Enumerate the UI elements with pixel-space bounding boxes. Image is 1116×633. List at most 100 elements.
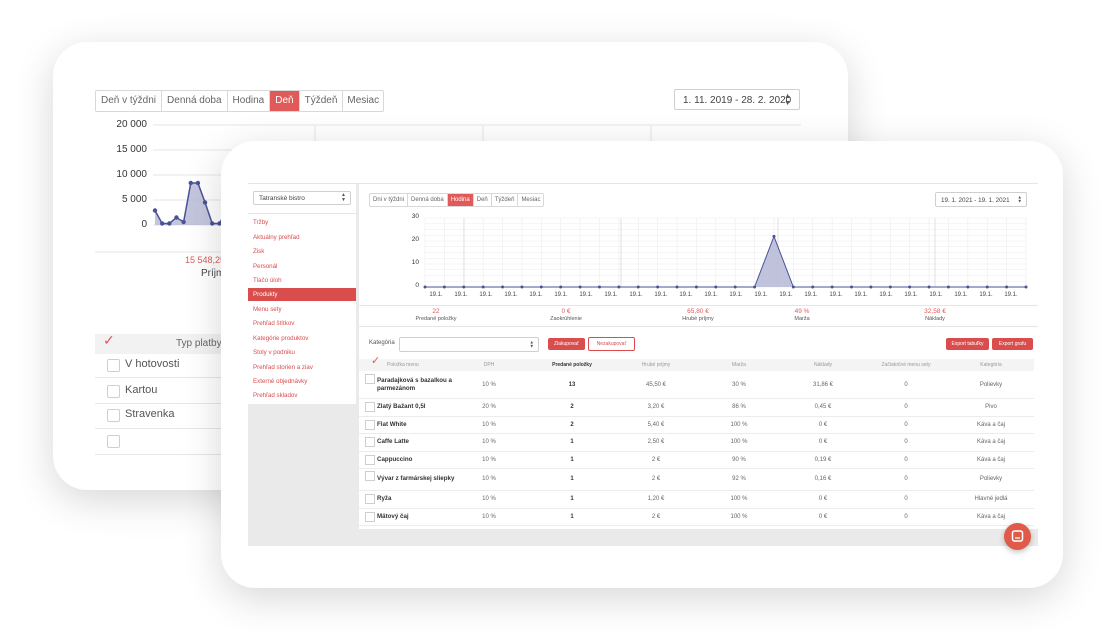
table-header: DPH (483, 362, 495, 368)
row-checkbox[interactable] (365, 402, 375, 412)
row-checkbox[interactable] (365, 419, 375, 430)
table-cell: 2 (570, 421, 574, 428)
table-cell: 10 % (482, 513, 496, 520)
data-point (850, 285, 854, 289)
back-payment-checkbox[interactable] (107, 385, 120, 398)
table-cell: 0 (904, 456, 908, 463)
table-cell: 0 (904, 496, 908, 502)
table-header[interactable]: Hrubé príjmy (641, 362, 671, 368)
seg-month[interactable]: Mesiac (521, 197, 541, 203)
stat-value: 32,58 € (924, 308, 946, 315)
chat-icon (1011, 530, 1024, 542)
table-row[interactable]: Cappuccino 10 % 1 2 € 90 % 0,19 € 0 Káva a čaj (359, 451, 1034, 469)
back-date-range-select[interactable]: 1. 11. 2019 - 28. 2. 2020 ▲ ▼ (674, 89, 800, 110)
table-header[interactable]: Marža (732, 362, 746, 368)
table-row[interactable]: Mätový čaj 10 % 1 2 € 100 % 0 € 0 Káva a čaj (359, 508, 1034, 526)
sidebar-item-menu-sety[interactable]: Menu sety (253, 306, 282, 313)
x-tick-label: 19.1. (804, 292, 818, 298)
table-row[interactable]: Vývar z farmárskej sliepky 10 % 1 2 € 92 % 0,… (359, 468, 1034, 491)
table-row[interactable]: Zlatý Bažant 0,5l 20 % 2 3,20 € 86 % 0,45 € 0 P… (359, 398, 1034, 417)
row-checkbox[interactable] (365, 437, 375, 447)
sidebar-item-externe[interactable]: Externé objednávky (253, 378, 308, 385)
chat-button[interactable] (1004, 523, 1031, 550)
data-point (946, 285, 950, 289)
back-data-point (188, 180, 193, 186)
back-payment-checkbox[interactable] (107, 359, 120, 372)
x-tick-label: 19.1. (904, 292, 918, 298)
data-point (617, 285, 621, 289)
divider (248, 213, 356, 214)
export-chart-button[interactable]: Export grafu (992, 338, 1033, 350)
check-icon[interactable]: ✓ (371, 355, 381, 367)
sidebar-item-kategorie[interactable]: Kategórie produktov (253, 335, 309, 342)
table-cell: 10 % (482, 476, 496, 482)
row-checkbox[interactable] (365, 454, 375, 465)
data-point (1005, 285, 1009, 289)
back-data-point (202, 200, 208, 205)
table-cell: 0 (904, 404, 908, 410)
x-tick-label: 19.1. (654, 292, 668, 298)
table-cell: 100 % (730, 439, 748, 445)
sidebar-item-personal[interactable]: Personál (253, 263, 278, 270)
x-tick-label: 19.1. (779, 292, 793, 298)
back-seg-daytime[interactable]: Denná doba (162, 91, 228, 111)
table-row[interactable]: Caffe Latte 10 % 1 2,50 € 100 % 0 € 0 Káva a ča… (359, 433, 1034, 452)
divider (359, 326, 1038, 327)
back-seg-hour[interactable]: Hodina (228, 91, 271, 111)
data-point (442, 285, 446, 289)
x-tick-label: 19.1. (954, 292, 968, 298)
data-point (501, 285, 505, 289)
sidebar-item-trzby[interactable]: Tržby (253, 219, 269, 226)
no-discount-button[interactable]: Nezakupovať (588, 337, 635, 351)
stat-label: Predané položky (415, 316, 457, 322)
export-table-button[interactable]: Export tabuľky (946, 338, 989, 350)
back-payment-checkbox[interactable] (107, 409, 120, 422)
back-payment-checkbox[interactable] (107, 435, 120, 448)
sidebar-item-zisk[interactable]: Zisk (253, 248, 265, 255)
back-data-point (181, 219, 186, 225)
table-header[interactable]: Predané položky (552, 362, 592, 368)
date-range-select[interactable]: 19. 1. 2021 - 19. 1. 2021 ▲ ▼ (935, 192, 1027, 207)
table-row[interactable]: Flat White 10 % 2 5,40 € 100 % 0 € 0 Káva a čaj (359, 416, 1034, 434)
table-header[interactable]: Kategória (980, 362, 1002, 368)
table-cell: 5,40 € (647, 421, 665, 428)
venue-select[interactable]: Tatranské bistro ▲ ▼ (253, 191, 351, 205)
row-checkbox[interactable] (365, 471, 375, 481)
sidebar-item-prehlad[interactable]: Aktuálny prehľad (253, 234, 300, 241)
back-seg-weekday[interactable]: Deň v týždni (96, 91, 163, 111)
table-header[interactable]: Náklady (813, 362, 833, 368)
data-point (462, 285, 466, 289)
data-point (597, 285, 601, 289)
seg-weekday[interactable]: Dni v týždni (370, 194, 409, 206)
seg-daytime[interactable]: Denná doba (408, 194, 448, 206)
stat-value: 65,80 € (687, 308, 709, 315)
y-tick: 20 (411, 236, 419, 243)
seg-day[interactable]: Deň (474, 194, 492, 206)
table-cell: 0 € (818, 439, 828, 445)
table-header[interactable]: Začiatočné menu sety (881, 362, 931, 368)
seg-hour[interactable]: Hodina (447, 194, 474, 206)
row-checkbox[interactable] (365, 494, 375, 504)
back-seg-day[interactable]: Deň (270, 91, 300, 111)
sidebar-item-sklady[interactable]: Prehľad skladov (253, 392, 298, 399)
sidebar-item-stitky[interactable]: Prehľad štítkov (253, 320, 295, 327)
data-point (481, 285, 485, 289)
sidebar-item-storna[interactable]: Prehľad storien a ziav (253, 364, 313, 371)
discount-button[interactable]: Zlakupovať (548, 338, 585, 350)
table-cell: 1 (570, 496, 574, 502)
back-seg-week[interactable]: Týždeň (300, 91, 344, 111)
row-checkbox[interactable] (365, 374, 375, 384)
x-tick-label: 19.1. (929, 292, 943, 298)
sidebar-item-produkty[interactable]: Produkty (248, 288, 356, 301)
sidebar-item-tlac[interactable]: Tlačo úloh (253, 277, 282, 284)
back-seg-month[interactable]: Mesiac (347, 95, 380, 106)
check-icon[interactable]: ✓ (103, 332, 115, 348)
seg-week[interactable]: Týždeň (492, 194, 519, 206)
table-row[interactable]: Ryža 10 % 1 1,20 € 100 % 0 € 0 Hlavné jedlá (359, 490, 1034, 509)
data-point (656, 285, 660, 289)
category-select[interactable]: ▲ ▼ (399, 337, 539, 352)
data-point (888, 285, 892, 289)
row-checkbox[interactable] (365, 511, 375, 522)
table-row[interactable]: Paradajková s bazalkou a parmezánom 10 % 1… (359, 371, 1034, 399)
sidebar-item-stoly[interactable]: Stoly v podniku (253, 349, 295, 356)
